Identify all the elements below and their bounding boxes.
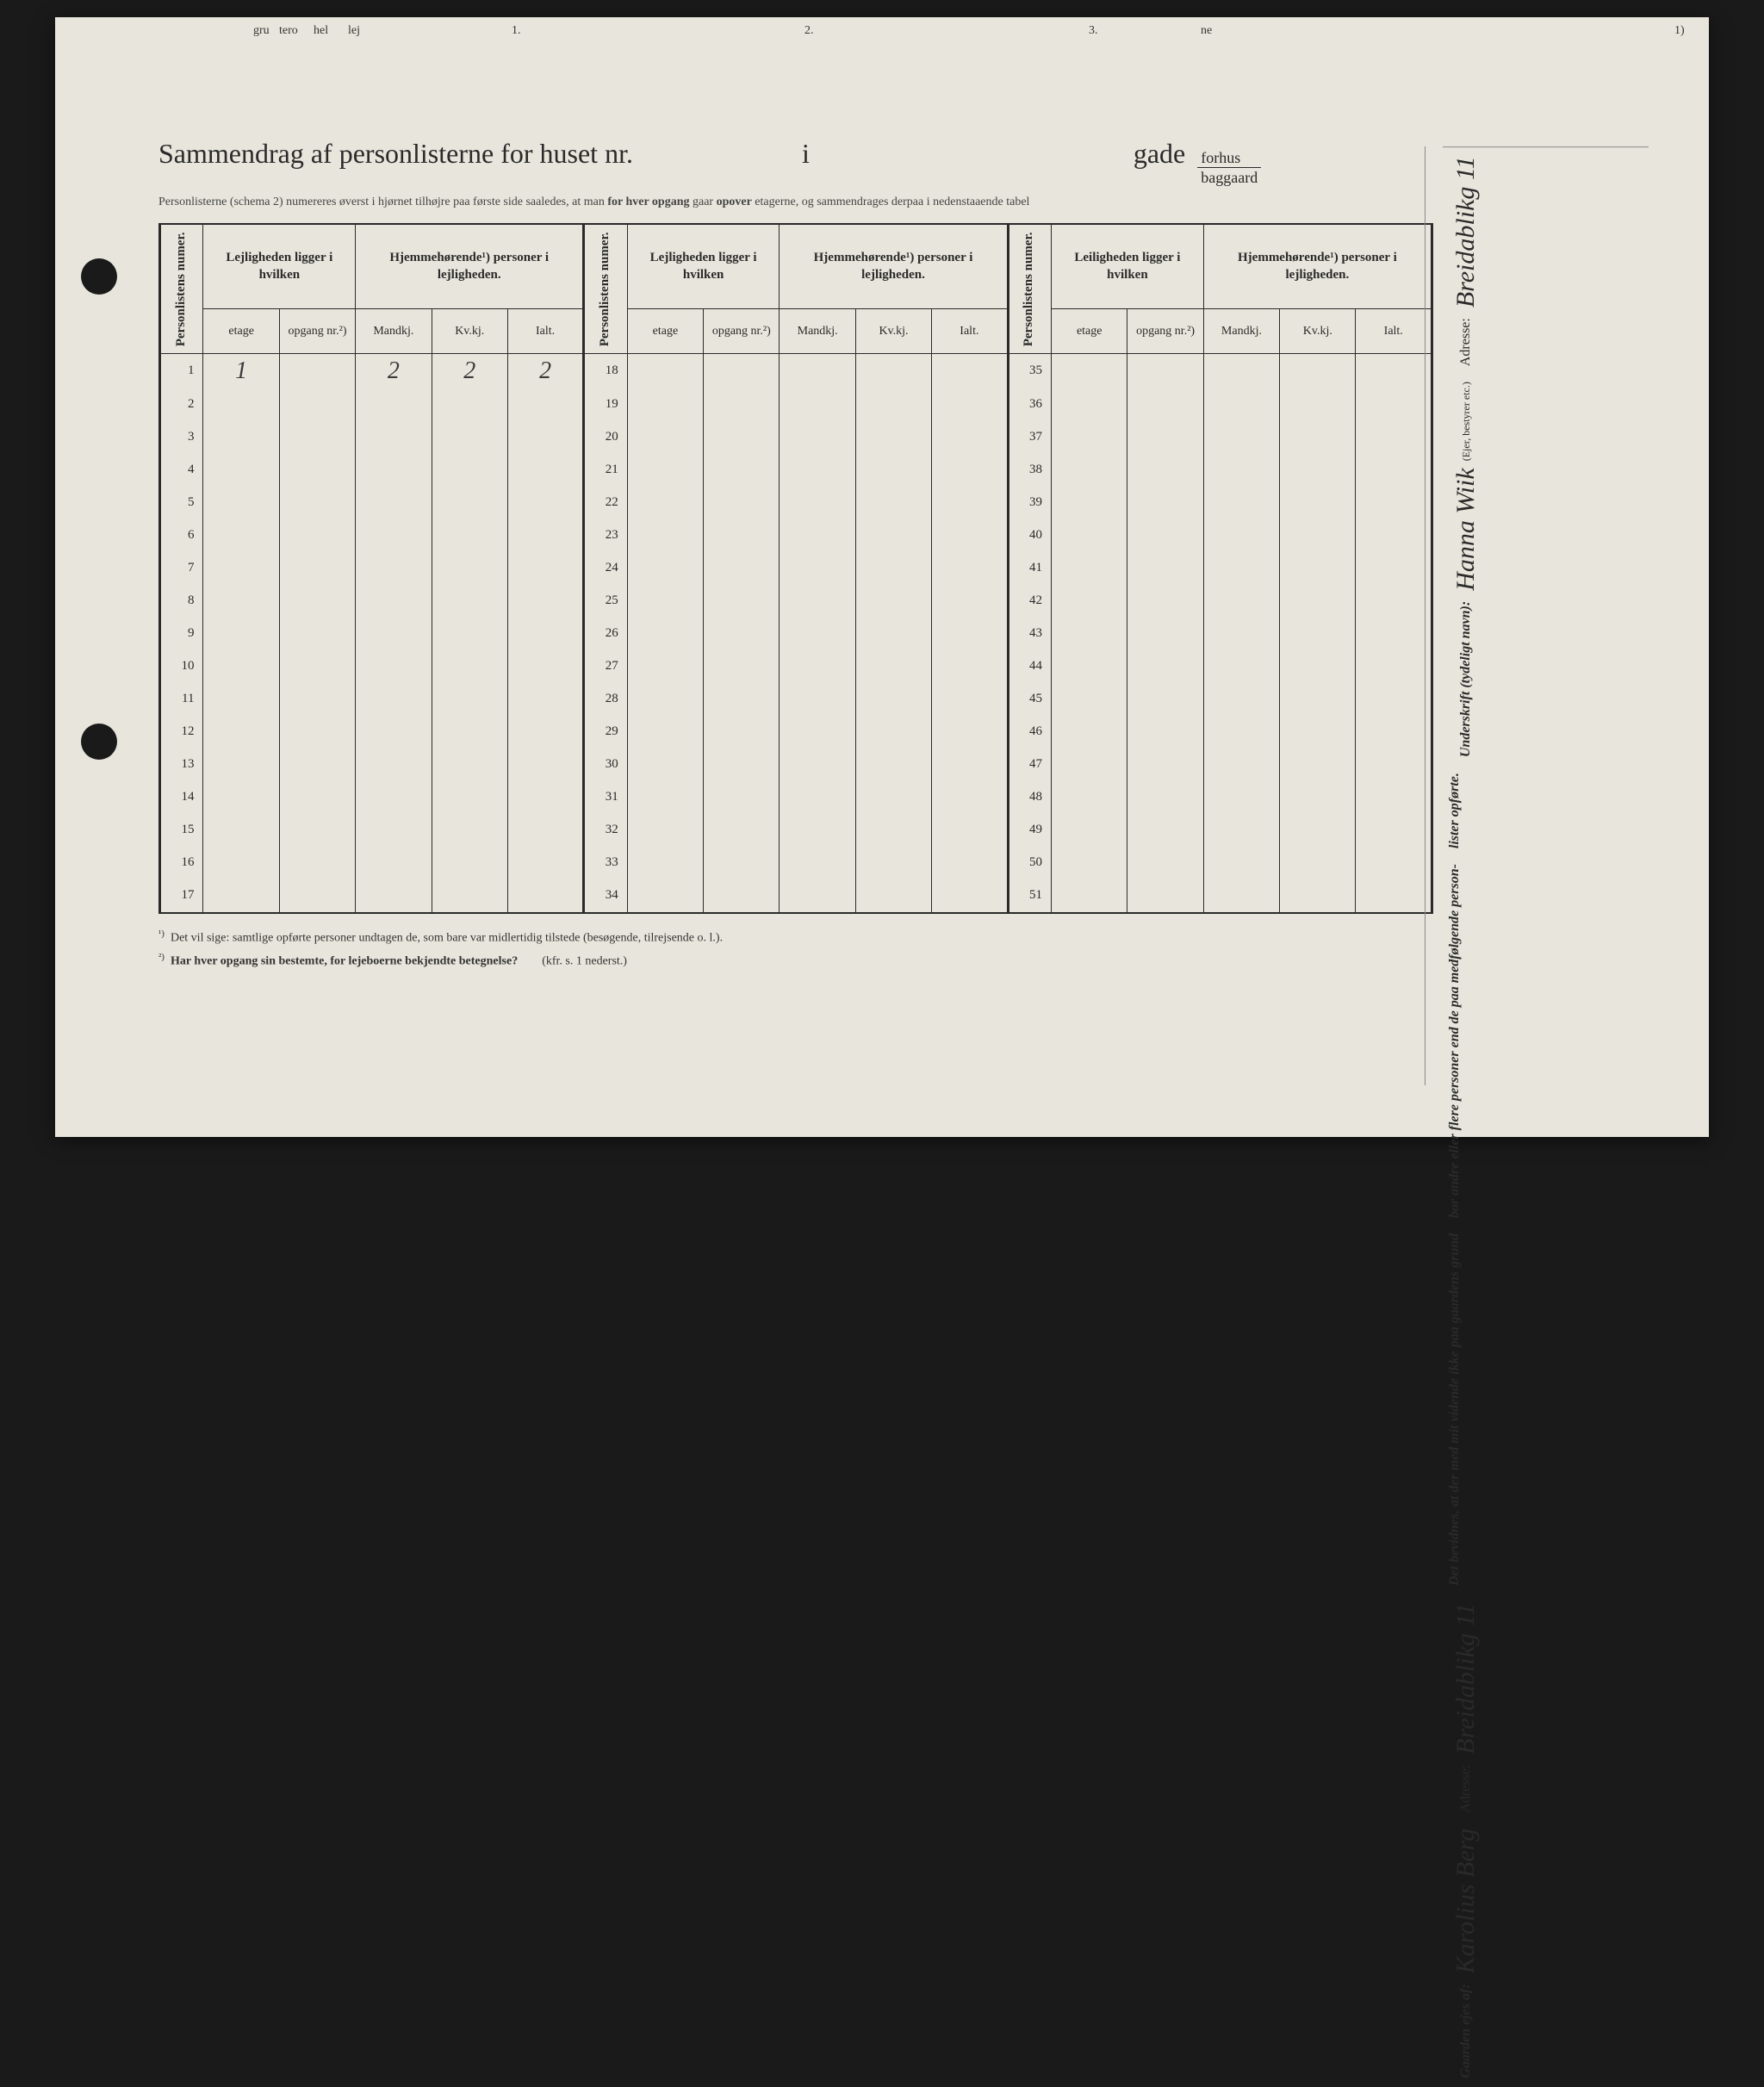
table-row: 4 21 38 — [160, 454, 1432, 487]
row-number: 7 — [160, 552, 203, 585]
table-row: 6 23 40 — [160, 519, 1432, 552]
row-number: 40 — [1008, 519, 1051, 552]
row-number: 41 — [1008, 552, 1051, 585]
census-table: Personlistens numer. Lejligheden ligger … — [158, 225, 1433, 912]
row-number: 44 — [1008, 650, 1051, 683]
table-row: 16 33 50 — [160, 847, 1432, 879]
table-row: 3 20 37 — [160, 421, 1432, 454]
row-number: 3 — [160, 421, 203, 454]
row-number: 46 — [1008, 716, 1051, 748]
col-personlistens: Personlistens numer. — [160, 225, 203, 353]
table-row: 2 19 36 — [160, 388, 1432, 421]
table-row: 10 27 44 — [160, 650, 1432, 683]
side-panel: Det bevidnes, at der med mit vidende ikk… — [1425, 146, 1649, 1085]
row-number: 24 — [584, 552, 627, 585]
row-number: 37 — [1008, 421, 1051, 454]
row-number: 16 — [160, 847, 203, 879]
row-number: 33 — [584, 847, 627, 879]
row-number: 25 — [584, 585, 627, 618]
row-number: 22 — [584, 487, 627, 519]
cell-ialt: 2 — [507, 353, 583, 388]
top-cutoff-text: gru tero hel lej 1. 2. 3. ne 1) — [55, 24, 1709, 50]
forhus-baggaard-fraction: forhus baggaard — [1197, 150, 1261, 185]
row-number: 26 — [584, 618, 627, 650]
table-row: 11 28 45 — [160, 683, 1432, 716]
owner-address: Breidablikg 11 — [1451, 1603, 1480, 1755]
row-number: 21 — [584, 454, 627, 487]
row-number: 11 — [160, 683, 203, 716]
row-number: 51 — [1008, 879, 1051, 912]
row-number: 48 — [1008, 781, 1051, 814]
row-number: 32 — [584, 814, 627, 847]
signature: Hanna Wiik — [1451, 468, 1480, 591]
table-row: 8 25 42 — [160, 585, 1432, 618]
table-row: 112221835 — [160, 353, 1432, 388]
table-row: 13 30 47 — [160, 748, 1432, 781]
table-row: 15 32 49 — [160, 814, 1432, 847]
row-number: 42 — [1008, 585, 1051, 618]
row-number: 31 — [584, 781, 627, 814]
address: Breidablikg 11 — [1451, 156, 1480, 307]
row-number: 14 — [160, 781, 203, 814]
row-number: 9 — [160, 618, 203, 650]
row-number: 49 — [1008, 814, 1051, 847]
footnotes: ¹) Det vil sige: samtlige opførte person… — [158, 926, 1433, 972]
col-leilighed: Leiligheden ligger i hvilken — [1052, 225, 1204, 309]
row-number: 18 — [584, 353, 627, 388]
row-number: 12 — [160, 716, 203, 748]
document-page: gru tero hel lej 1. 2. 3. ne 1) Sammendr… — [55, 17, 1709, 1137]
row-number: 43 — [1008, 618, 1051, 650]
row-number: 38 — [1008, 454, 1051, 487]
row-number: 30 — [584, 748, 627, 781]
col-hjemme: Hjemmehørende¹) personer i lejligheden. — [780, 225, 1008, 309]
table-row: 14 31 48 — [160, 781, 1432, 814]
table-row: 5 22 39 — [160, 487, 1432, 519]
row-number: 5 — [160, 487, 203, 519]
table-row: 9 26 43 — [160, 618, 1432, 650]
row-number: 35 — [1008, 353, 1051, 388]
table-row: 17 34 51 — [160, 879, 1432, 912]
row-number: 45 — [1008, 683, 1051, 716]
row-number: 6 — [160, 519, 203, 552]
row-number: 20 — [584, 421, 627, 454]
row-number: 28 — [584, 683, 627, 716]
cell-kvkj: 2 — [432, 353, 507, 388]
main-content: Sammendrag af personlisterne for huset n… — [158, 138, 1433, 972]
row-number: 39 — [1008, 487, 1051, 519]
row-number: 4 — [160, 454, 203, 487]
row-number: 19 — [584, 388, 627, 421]
row-number: 23 — [584, 519, 627, 552]
row-number: 29 — [584, 716, 627, 748]
document-title: Sammendrag af personlisterne for huset n… — [158, 138, 1433, 185]
punch-hole — [81, 258, 117, 295]
owner-name: Karolius Berg — [1451, 1829, 1480, 1974]
cell-etage: 1 — [203, 353, 279, 388]
row-number: 2 — [160, 388, 203, 421]
attestation-block: Det bevidnes, at der med mit vidende ikk… — [1443, 146, 1649, 1594]
row-number: 50 — [1008, 847, 1051, 879]
col-hjemme: Hjemmehørende¹) personer i lejligheden. — [1203, 225, 1432, 309]
subtitle: Personlisterne (schema 2) numereres øver… — [158, 196, 1433, 209]
row-number: 36 — [1008, 388, 1051, 421]
row-number: 8 — [160, 585, 203, 618]
row-number: 34 — [584, 879, 627, 912]
row-number: 15 — [160, 814, 203, 847]
row-number: 27 — [584, 650, 627, 683]
col-hjemme: Hjemmehørende¹) personer i lejligheden. — [356, 225, 584, 309]
table-row: 12 29 46 — [160, 716, 1432, 748]
cell-mandkj: 2 — [356, 353, 432, 388]
col-personlistens: Personlistens numer. — [1008, 225, 1051, 353]
row-number: 10 — [160, 650, 203, 683]
census-table-wrap: Personlistens numer. Lejligheden ligger … — [158, 223, 1433, 914]
row-number: 17 — [160, 879, 203, 912]
col-personlistens: Personlistens numer. — [584, 225, 627, 353]
col-lejlighed: Lejligheden ligger i hvilken — [203, 225, 356, 309]
owner-block: Gaarden ejes af: Karolius Berg Adresse: … — [1443, 1594, 1649, 2087]
col-lejlighed: Lejligheden ligger i hvilken — [627, 225, 780, 309]
punch-hole — [81, 724, 117, 760]
row-number: 47 — [1008, 748, 1051, 781]
table-row: 7 24 41 — [160, 552, 1432, 585]
row-number: 13 — [160, 748, 203, 781]
row-number: 1 — [160, 353, 203, 388]
